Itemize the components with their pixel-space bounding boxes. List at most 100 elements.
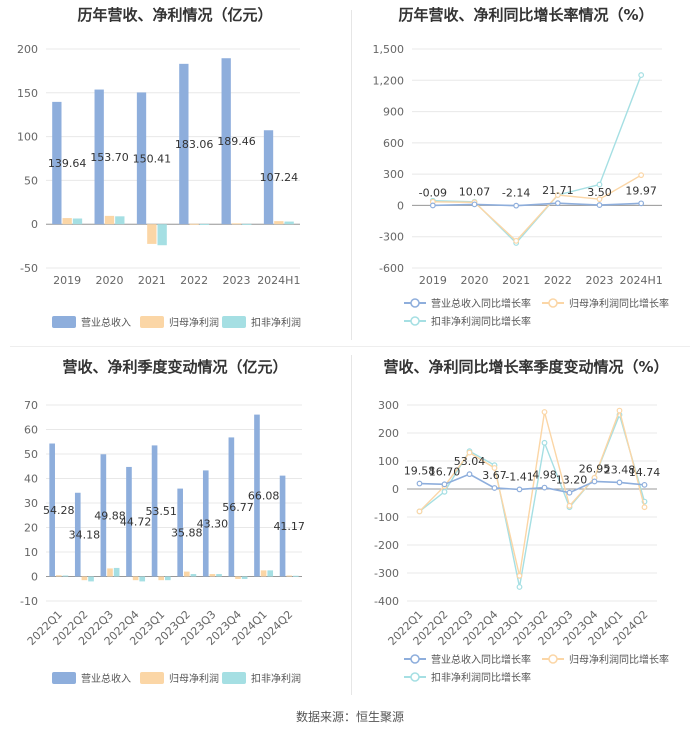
data-label: 23.48 xyxy=(604,463,636,476)
bar-1-0 xyxy=(62,218,72,225)
bar-2-5 xyxy=(190,574,197,577)
legend-marker-2 xyxy=(410,672,420,682)
y-tick-label: -400 xyxy=(374,595,399,608)
quarterly-line-svg: -400 -300 -200 -100 0 100 200 300 19.5816.7053.0… xyxy=(374,399,669,684)
point-1-8 xyxy=(616,407,623,414)
series-line-2 xyxy=(419,412,646,588)
y-tick-label: 1,200 xyxy=(373,74,405,87)
data-label: 44.72 xyxy=(120,516,152,529)
vertical-divider-bottom xyxy=(351,355,352,695)
data-label: 53.04 xyxy=(454,455,486,468)
legend-marker-2 xyxy=(410,316,420,326)
y-tick-label: -200 xyxy=(374,539,399,552)
bar-2-9 xyxy=(293,575,299,577)
legend-label-0: 营业总收入同比增长率 xyxy=(431,653,531,666)
legend-label-1: 归母净利润同比增长率 xyxy=(569,297,669,310)
quarterly-growth-rate-chart: 营收、净利同比增长率季度变动情况（%） -400 -300 -200 -100 0 100… xyxy=(352,352,700,697)
point-0-9 xyxy=(641,481,648,488)
bar-2-3 xyxy=(199,223,210,225)
bar-1-1 xyxy=(104,215,115,225)
data-label: 14.74 xyxy=(629,466,661,479)
bar-0-3 xyxy=(126,466,132,577)
bar-1-2 xyxy=(107,568,113,577)
y-tick-label: 0 xyxy=(31,571,38,584)
bar-2-3 xyxy=(139,576,146,582)
legend-swatch-2 xyxy=(222,672,246,684)
y-tick-label: 10 xyxy=(24,546,38,559)
chart-title: 营收、净利季度变动情况（亿元） xyxy=(62,358,288,376)
data-label: 35.88 xyxy=(171,527,203,540)
chart-title: 营收、净利同比增长率季度变动情况（%） xyxy=(383,358,669,376)
horizontal-divider xyxy=(10,346,690,347)
x-tick-label: 2019 xyxy=(419,274,447,287)
y-tick-label: 0 xyxy=(397,199,404,212)
y-tick-label: 1,500 xyxy=(373,43,405,56)
x-tick-label: 2022 xyxy=(180,274,208,287)
bar-1-4 xyxy=(231,223,242,225)
data-label: -0.09 xyxy=(419,186,447,199)
point-1-5 xyxy=(638,172,645,179)
data-label: 26.95 xyxy=(579,462,611,475)
y-tick-label: 300 xyxy=(383,168,404,181)
y-tick-label: 300 xyxy=(378,399,399,412)
point-1-9 xyxy=(641,504,648,511)
point-0-0 xyxy=(416,480,423,487)
bar-0-2 xyxy=(136,92,147,225)
point-1-6 xyxy=(566,502,573,509)
point-1-0 xyxy=(416,508,423,515)
data-label: 19.58 xyxy=(404,465,436,478)
bar-1-3 xyxy=(132,576,139,581)
point-1-3 xyxy=(554,192,561,198)
y-tick-label: -100 xyxy=(374,511,399,524)
data-label: 10.07 xyxy=(459,185,491,198)
data-label: 19.97 xyxy=(625,184,657,197)
point-0-2 xyxy=(513,202,520,209)
bar-1-9 xyxy=(286,575,293,577)
y-tick-label: -300 xyxy=(374,567,399,580)
data-label: 4.98 xyxy=(532,469,557,482)
legend-label-0: 营业总收入同比增长率 xyxy=(431,297,531,310)
x-tick-label: 2023 xyxy=(223,274,251,287)
y-tick-label: 40 xyxy=(24,473,38,486)
quarterly-bar-svg: -1001020304050607054.282022Q134.182022Q2… xyxy=(20,399,305,685)
legend-label-2: 扣非净利润 xyxy=(251,672,301,685)
bar-0-0 xyxy=(49,443,55,577)
bar-0-6 xyxy=(202,470,209,577)
bar-1-8 xyxy=(260,570,267,577)
data-label: 43.30 xyxy=(197,517,229,530)
bar-0-7 xyxy=(228,437,235,577)
bar-2-4 xyxy=(242,223,252,225)
y-tick-label: 50 xyxy=(24,448,38,461)
legend-label-2: 扣非净利润同比增长率 xyxy=(431,671,531,684)
y-tick-label: 150 xyxy=(17,87,38,100)
bar-1-6 xyxy=(209,574,216,577)
data-label: 41.17 xyxy=(273,520,305,533)
bar-2-7 xyxy=(241,576,248,579)
data-label: 34.18 xyxy=(69,529,101,542)
bar-0-4 xyxy=(221,58,231,225)
point-1-2 xyxy=(513,237,520,244)
legend-swatch-1 xyxy=(140,316,164,328)
bar-2-6 xyxy=(216,574,222,577)
point-2-4 xyxy=(516,584,523,590)
point-0-5 xyxy=(541,484,548,491)
bar-0-9 xyxy=(279,475,286,577)
point-0-3 xyxy=(491,485,498,491)
data-label: 3.67 xyxy=(482,469,507,482)
x-tick-label: 2020 xyxy=(461,274,489,287)
point-2-5 xyxy=(638,72,645,78)
data-label: 21.71 xyxy=(542,184,574,197)
y-tick-label: -10 xyxy=(20,595,38,608)
point-0-6 xyxy=(566,489,573,496)
legend-swatch-0 xyxy=(52,672,76,684)
point-2-4 xyxy=(596,181,603,188)
data-label: 183.06 xyxy=(175,138,214,151)
annual-bar-svg: -50 0 50 100 150 200 139.64 2019 153.70 2020 150.4… xyxy=(17,43,301,329)
legend-label-0: 营业总收入 xyxy=(81,316,131,329)
legend-label-1: 归母净利润 xyxy=(169,672,219,685)
data-label: 150.41 xyxy=(133,152,172,165)
y-tick-label: 30 xyxy=(24,497,38,510)
bar-2-0 xyxy=(72,218,83,225)
data-label: -1.41 xyxy=(505,470,533,483)
point-1-4 xyxy=(596,196,603,203)
